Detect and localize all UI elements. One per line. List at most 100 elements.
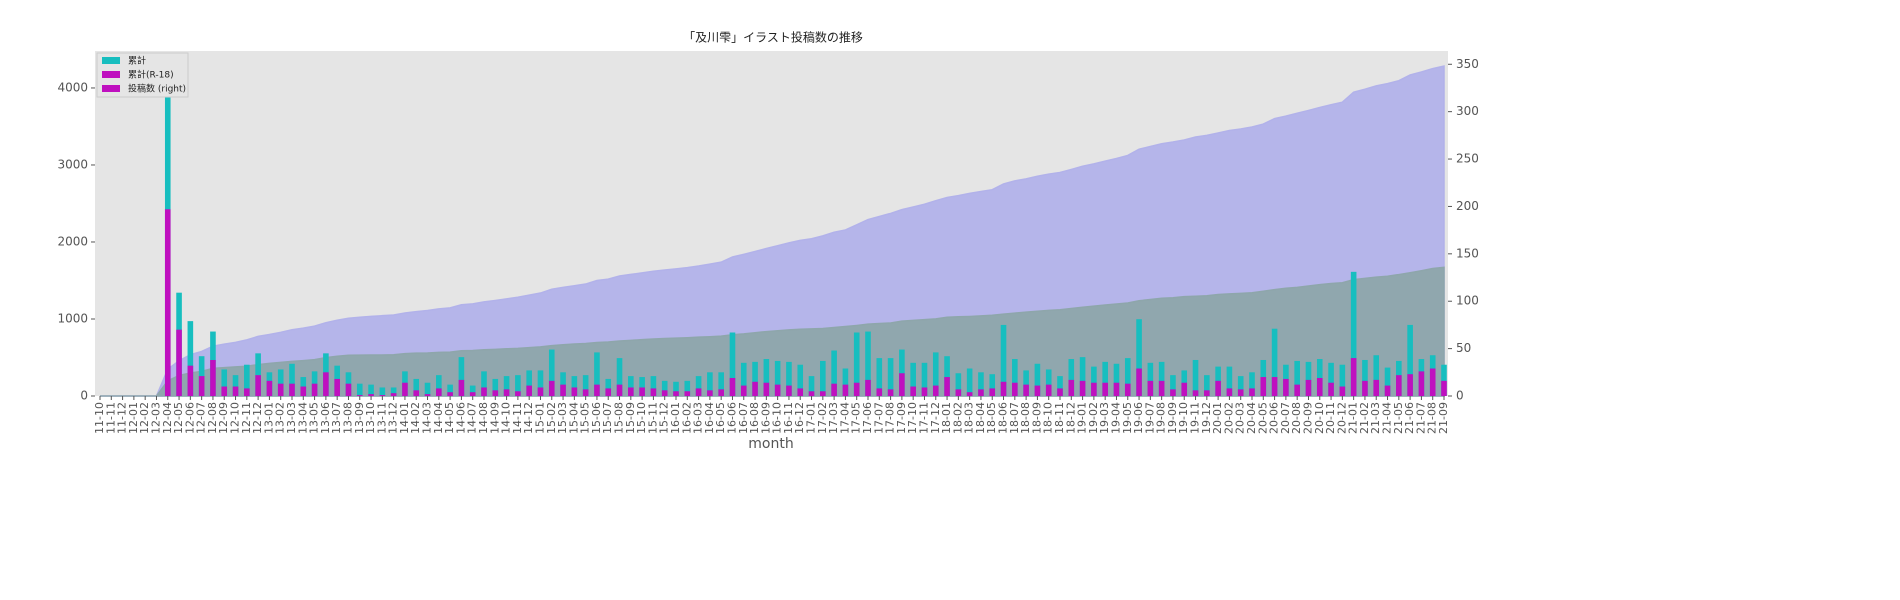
bar (277, 369, 284, 396)
x-tick-label: 21-06 (1403, 402, 1416, 434)
bar (571, 387, 578, 396)
legend-swatch (102, 71, 120, 78)
x-tick-label: 20-08 (1290, 402, 1303, 434)
x-tick-label: 16-10 (771, 402, 784, 434)
bar (1136, 319, 1142, 396)
x-tick-label: 19-07 (1143, 402, 1156, 434)
bar (695, 388, 702, 396)
bar (1102, 361, 1108, 396)
x-tick-label: 16-08 (748, 402, 761, 434)
bar (424, 394, 431, 396)
bar (707, 372, 713, 396)
bar (763, 359, 770, 396)
bar (921, 387, 928, 396)
x-tick-label: 19-05 (1121, 402, 1134, 434)
bar (1305, 361, 1312, 396)
x-tick-label: 16-03 (692, 402, 705, 434)
bar (515, 375, 521, 396)
bar (1068, 359, 1075, 396)
x-tick-label: 12-04 (161, 402, 174, 434)
x-tick-label: 14-11 (511, 402, 524, 434)
bar (469, 392, 476, 396)
bar (548, 349, 555, 396)
bar (334, 378, 340, 396)
bar (808, 391, 815, 396)
bar (447, 384, 453, 396)
y2-tick-label: 100 (1456, 294, 1479, 308)
x-tick-label: 16-11 (782, 402, 795, 434)
bar (1192, 359, 1199, 396)
x-axis-label: month (748, 436, 793, 452)
bar (176, 329, 182, 396)
x-tick-label: 16-04 (703, 402, 716, 434)
bar (368, 384, 374, 396)
bar (402, 382, 408, 396)
bar (1407, 324, 1413, 396)
bar (684, 380, 691, 396)
x-tick-label: 16-06 (725, 402, 738, 434)
bar (876, 358, 883, 396)
bar (1204, 390, 1210, 396)
bar (1350, 358, 1357, 396)
bar (695, 376, 702, 396)
bar (752, 381, 758, 396)
bar (526, 385, 532, 396)
bar (187, 321, 194, 396)
bar (865, 379, 871, 396)
x-tick-label: 12-07 (195, 402, 208, 434)
x-tick-label: 19-02 (1087, 402, 1100, 434)
bar (311, 383, 318, 396)
bar (560, 372, 566, 396)
bar (966, 392, 973, 396)
bar (1192, 390, 1199, 396)
y-tick-label: 3000 (57, 157, 88, 171)
x-tick-label: 17-12 (929, 402, 942, 434)
x-tick-label: 14-08 (477, 402, 490, 434)
x-tick-label: 20-04 (1245, 402, 1258, 434)
x-tick-label: 12-05 (172, 402, 185, 434)
bar (481, 371, 487, 396)
bar (1396, 375, 1402, 396)
x-tick-label: 18-09 (1030, 402, 1043, 434)
x-tick-label: 15-01 (533, 402, 546, 434)
bar (1057, 376, 1063, 396)
bar (390, 393, 397, 396)
bar (1158, 361, 1165, 396)
bar (910, 386, 916, 396)
bar (232, 375, 239, 396)
bar (1249, 372, 1255, 396)
x-tick-label: 16-01 (669, 402, 682, 434)
bar (436, 375, 442, 396)
bar (1429, 368, 1436, 396)
bar (413, 390, 420, 396)
bar (718, 372, 724, 396)
bar (560, 384, 566, 396)
x-tick-label: 14-03 (421, 402, 434, 434)
y-tick-label: 2000 (57, 234, 88, 248)
x-tick-label: 13-10 (364, 402, 377, 434)
bar (1384, 385, 1391, 396)
x-tick-label: 20-11 (1324, 402, 1337, 434)
x-tick-label: 14-07 (466, 402, 479, 434)
bar (1316, 359, 1323, 396)
x-tick-label: 15-03 (556, 402, 569, 434)
bar (1407, 374, 1413, 396)
bar (492, 390, 499, 396)
bar (1418, 371, 1425, 396)
x-tick-label: 14-02 (409, 402, 422, 434)
bar (1316, 377, 1323, 396)
bar (244, 364, 250, 396)
x-tick-label: 19-01 (1076, 402, 1089, 434)
bar (277, 383, 284, 396)
x-tick-label: 13-08 (341, 402, 354, 434)
bar (1170, 389, 1176, 396)
legend-swatch (102, 85, 120, 92)
bar (1226, 388, 1233, 396)
bar (1068, 379, 1075, 396)
x-tick-label: 12-12 (251, 402, 264, 434)
bar (221, 369, 228, 396)
bar (1350, 271, 1357, 396)
bar (1204, 375, 1210, 396)
bar (853, 382, 860, 396)
bar (481, 387, 487, 396)
